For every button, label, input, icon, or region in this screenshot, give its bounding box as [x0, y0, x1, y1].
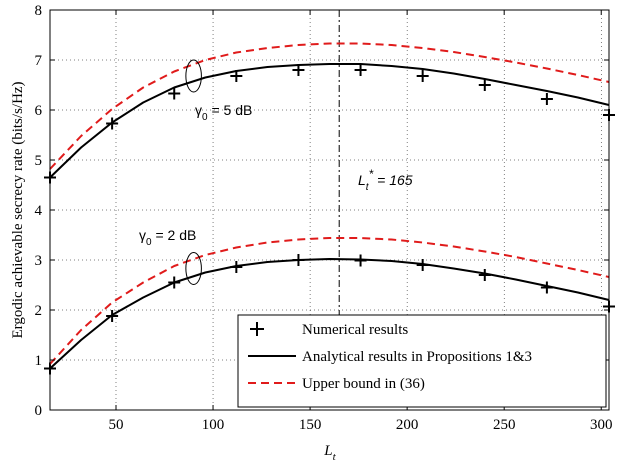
marker-0-0-4 [292, 64, 305, 76]
y-axis-label: Ergodic achievable secrecy rate (bits/s/… [10, 81, 26, 338]
marker-0-0-6 [416, 70, 429, 82]
legend-label-numerical: Numerical results [302, 322, 408, 338]
x-axis-label: Lt [323, 443, 336, 463]
gamma5-annotation: γ0 = 5 dB [195, 102, 252, 123]
legend-label-analytical: Analytical results in Propositions 1&3 [302, 349, 532, 365]
legend-marker-numerical [250, 322, 264, 336]
grid [50, 9, 609, 411]
series-group [44, 42, 615, 375]
marker-0-0-2 [168, 87, 181, 100]
gamma2-annotation: γ0 = 2 dB [139, 227, 196, 248]
y-tick-label-8: 8 [35, 3, 43, 19]
opt-annotation: Lt* = 165 [358, 167, 413, 193]
marker-0-0-8 [540, 93, 553, 105]
x-tick-label-50: 50 [108, 417, 123, 433]
series-line-2-0 [49, 42, 610, 170]
group-ellipse-0 [185, 59, 202, 93]
x-tick-label-150: 150 [299, 417, 322, 433]
y-tick-label-1: 1 [35, 353, 43, 369]
y-tick-label-3: 3 [35, 253, 43, 269]
series-line-1-0 [49, 63, 610, 179]
y-tick-label-4: 4 [35, 203, 43, 219]
series-line-1-1 [49, 258, 610, 370]
y-tick-label-0: 0 [35, 403, 43, 419]
y-tick-label-7: 7 [35, 53, 43, 69]
y-tick-label-6: 6 [35, 103, 43, 119]
x-tick-label-300: 300 [590, 417, 613, 433]
x-tick-label-250: 250 [493, 417, 516, 433]
y-tick-label-2: 2 [35, 303, 43, 319]
x-tick-label-200: 200 [396, 417, 419, 433]
tick-group: 50 100 150 200 250 300 0 1 2 3 4 5 6 7 8 [35, 3, 613, 433]
marker-0-0-7 [478, 79, 491, 91]
series-line-2-1 [49, 237, 610, 365]
ellipse-group [185, 59, 202, 285]
legend: Numerical results Analytical results in … [237, 314, 607, 408]
legend-box [237, 314, 607, 408]
x-tick-label-100: 100 [202, 417, 225, 433]
legend-label-upper-bound: Upper bound in (36) [302, 376, 425, 392]
group-ellipse-1 [185, 252, 202, 285]
y-tick-label-5: 5 [35, 153, 43, 169]
marker-0-0-5 [354, 64, 367, 76]
